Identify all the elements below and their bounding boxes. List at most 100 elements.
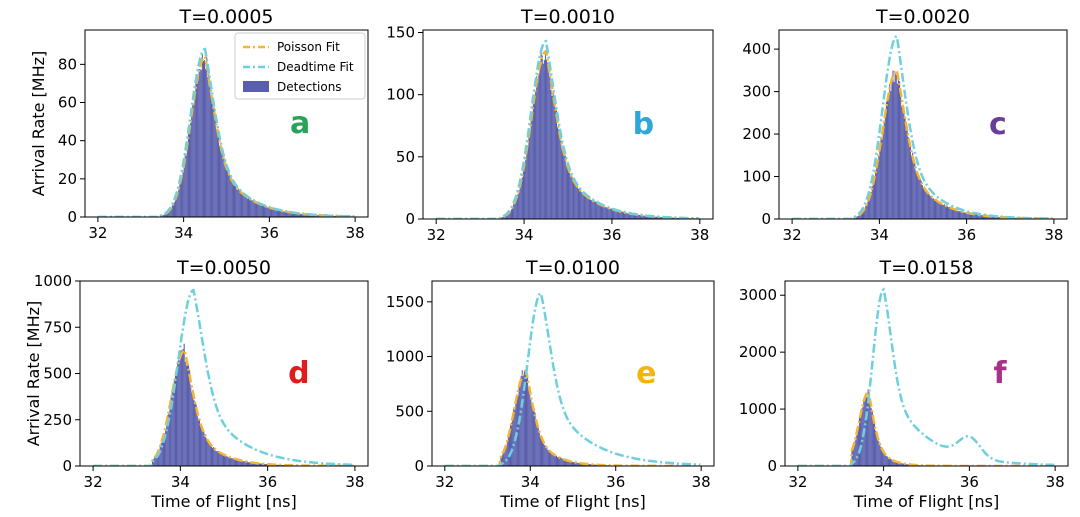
detection-bar [161,440,163,466]
detection-bar [866,204,868,219]
detection-bar [936,200,938,219]
detection-bar [956,210,958,219]
detection-bar [542,63,544,219]
detection-bar [673,217,675,219]
detection-bar [895,461,897,466]
panel-title: T=0.0100 [525,257,620,279]
y-tick-label: 100 [742,168,771,186]
detection-bar [523,371,525,466]
detection-bar [513,408,515,466]
detection-bar [505,215,507,219]
detection-bar [162,435,164,466]
detections-histogram [851,389,1057,466]
panel-a: 32 34 36 38 0 20 40 60 80 T=0.0005 a Arrival Rate [… [29,6,369,242]
x-tick-label: 38 [1044,226,1063,244]
detection-bar [230,179,232,217]
detection-bar [884,453,886,466]
detection-bar [617,211,619,219]
detection-bar [579,463,581,466]
detection-bar [573,183,575,219]
detection-bar [986,215,988,219]
detection-bar [577,188,579,219]
detection-bar [887,96,889,219]
detection-bar [881,448,883,466]
detection-bar [183,343,185,466]
detection-bar [541,55,543,219]
detection-bar [184,361,186,466]
detection-bar [248,462,250,466]
detection-bar [519,184,521,219]
detection-bar [638,214,640,219]
detection-bar [912,152,914,219]
panel-title: T=0.0050 [176,257,271,279]
detection-bar [513,204,515,219]
detection-bar [208,444,210,466]
detection-bar [224,455,226,466]
detection-bar [516,394,518,466]
detection-bar [880,447,882,466]
axes-frame [84,29,369,218]
detection-bar [207,77,209,217]
detection-bar [558,456,560,466]
detection-bar [622,211,625,219]
detection-bar [881,138,883,219]
detection-bar [274,209,276,217]
panel-letter: f [994,356,1008,391]
detection-bar [583,195,585,219]
detection-bar [942,205,944,219]
detection-bar [892,70,894,219]
detection-bar [507,213,509,219]
detection-bar [254,462,256,466]
detection-bar [895,74,897,219]
detection-bar [182,172,184,217]
detection-bar [167,211,169,217]
detection-bar [285,211,287,217]
detection-bar [593,200,595,219]
detection-bar [960,211,962,219]
detection-bar [530,116,532,219]
detection-bar [924,187,926,219]
detection-bar [984,215,986,219]
detection-bar [532,97,534,219]
detection-bar [580,463,582,466]
detection-bar [968,213,970,219]
axes-frame [431,280,715,467]
detection-bar [529,130,531,219]
detection-bar [257,203,259,217]
panel-title: T=0.0020 [875,6,970,28]
detection-bar [547,449,549,466]
detection-bar [865,392,867,466]
detection-bar [200,426,202,466]
detection-bar [565,166,567,219]
detection-bar [225,167,227,217]
detection-bar [898,462,900,466]
detection-bar [508,212,510,219]
detection-bar [656,216,659,219]
detection-bar [888,458,891,466]
detection-bar [305,214,307,217]
detection-bar [280,464,282,466]
y-tick-label: 50 [396,148,415,166]
detection-bar [246,461,248,466]
detection-bar [947,206,949,219]
detection-bar [888,99,890,219]
detection-bar [517,395,519,466]
detection-bar [651,216,653,219]
detection-bar [234,185,236,217]
detection-bar [628,213,630,219]
detection-bar [568,461,570,466]
detection-bar [250,462,252,466]
detection-bar [195,77,197,217]
detection-bar [297,213,299,217]
detection-bar [234,459,236,466]
detection-bar [584,196,586,219]
detection-bar [229,175,231,217]
detection-bar [276,464,278,466]
detection-bar [247,198,250,217]
detection-bar [931,198,933,219]
detection-bar [237,189,239,217]
detection-bar [171,205,173,217]
axes-frame [422,29,714,220]
detection-bar [857,215,859,219]
detection-bar [856,429,858,466]
